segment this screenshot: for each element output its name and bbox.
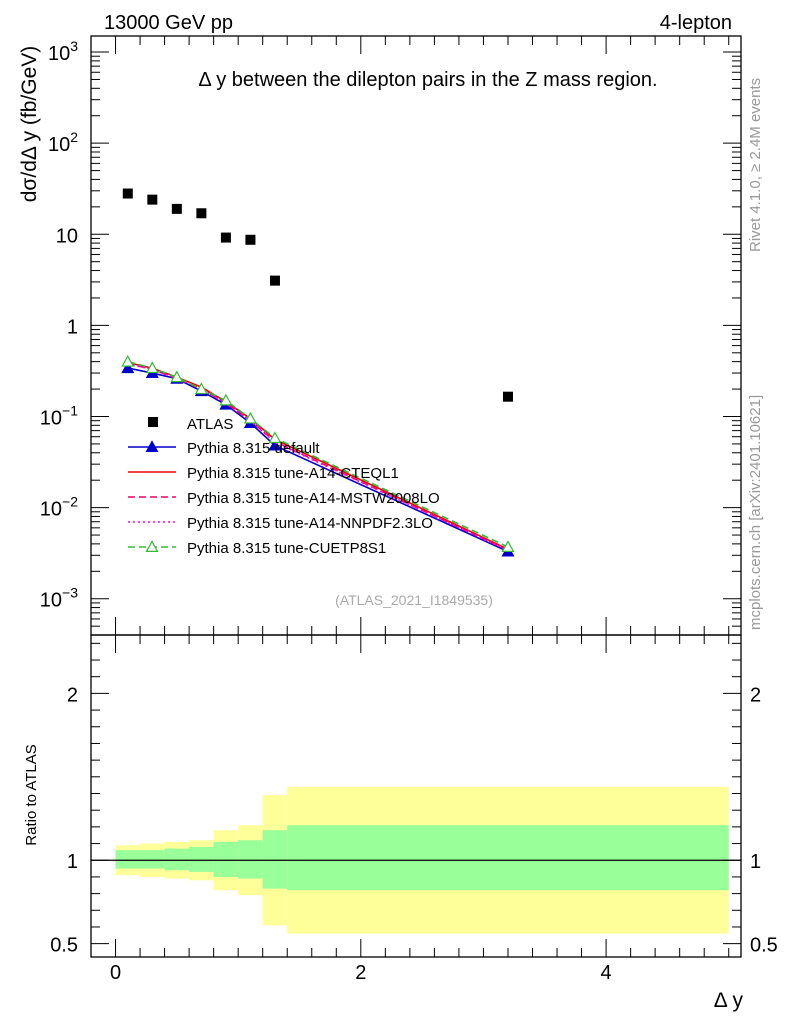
atlas-data-point (245, 234, 256, 245)
main-y-label: dσ/dΔ y (fb/GeV) (18, 46, 41, 203)
series-marker (268, 431, 282, 444)
ratio-y-tick-labels: 0.5 0.5 1 1 2 2 (50, 684, 778, 956)
series-marker (219, 393, 233, 406)
legend-label: Pythia 8.315 tune-A14-NNPDF2.3LO (187, 515, 433, 532)
atlas-data-points (122, 188, 513, 402)
ratio-panel: 0.5 0.5 1 1 2 2 0 2 4 Ratio to ATLAS Δ y (23, 634, 778, 1012)
atlas-data-point (502, 391, 513, 402)
main-y-tick-label: 10 (56, 225, 78, 247)
ratio-y-tick-label-right: 2 (750, 684, 761, 706)
main-y-tick-label: 10−1 (40, 403, 78, 430)
x-tick-label: 0 (110, 962, 121, 984)
series-marker (121, 354, 135, 367)
header-left: 13000 GeV pp (104, 12, 233, 34)
legend-marker (148, 417, 158, 427)
legend-marker (145, 440, 159, 452)
ratio-y-tick-label: 2 (67, 684, 78, 706)
x-tick-label: 4 (601, 962, 612, 984)
legend-label: Pythia 8.315 tune-CUETP8S1 (187, 540, 386, 557)
legend-label: Pythia 8.315 default (187, 440, 320, 457)
series-line (127, 360, 509, 548)
main-series (121, 354, 515, 557)
atlas-data-point (147, 194, 158, 205)
series-marker (243, 411, 257, 424)
mcplots-label: mcplots.cern.ch [arXiv:2401.10621] (747, 395, 764, 630)
series-marker (170, 370, 184, 383)
x-tick-label: 2 (355, 962, 366, 984)
x-axis-label: Δ y (714, 989, 744, 1012)
ratio-y-tick-label: 0.5 (50, 935, 78, 957)
atlas-data-point (196, 208, 207, 219)
series-marker (194, 382, 208, 395)
main-y-tick-label: 10−2 (40, 494, 78, 521)
main-y-tick-label: 103 (48, 38, 78, 65)
rivet-label: Rivet 4.1.0, ≥ 2.4M events (747, 78, 764, 252)
stat-uncertainty-band (213, 841, 239, 877)
atlas-data-point (122, 188, 133, 199)
x-tick-labels: 0 2 4 (110, 962, 612, 984)
series-marker (268, 438, 282, 451)
series-line (127, 362, 509, 552)
plot-title: Δ y between the dilepton pairs in the Z … (198, 69, 657, 91)
analysis-watermark: (ATLAS_2021_I1849535) (335, 592, 493, 608)
legend-label: Pythia 8.315 tune-A14-MSTW2008LO (187, 490, 440, 507)
legend-marker (145, 540, 159, 553)
atlas-data-point (269, 275, 280, 286)
legend-label: Pythia 8.315 tune-A14-CTEQL1 (187, 465, 399, 482)
legend: ATLAS Pythia 8.315 default Pythia 8.315 tu… (128, 416, 440, 557)
ratio-ticks (90, 635, 741, 957)
atlas-data-point (220, 232, 231, 243)
stat-uncertainty-band (164, 848, 190, 871)
main-panel: Δ y between the dilepton pairs in the Z … (18, 35, 742, 636)
ratio-y-tick-label: 1 (67, 851, 78, 873)
ratio-frame (90, 634, 742, 958)
main-y-tick-label: 10−3 (40, 585, 78, 612)
series-marker (501, 540, 515, 552)
main-y-tick-label: 1 (67, 316, 78, 338)
series-marker (145, 361, 159, 374)
legend-label: ATLAS (187, 416, 233, 433)
header-right: 4-lepton (660, 12, 732, 34)
ratio-y-label: Ratio to ATLAS (23, 744, 40, 845)
stat-uncertainty-band (262, 830, 288, 889)
ratio-y-tick-label-right: 0.5 (750, 935, 778, 957)
stat-uncertainty-band (287, 825, 729, 891)
stat-uncertainty-band (189, 846, 214, 872)
main-y-tick-label: 102 (48, 129, 78, 156)
ratio-y-tick-label-right: 1 (750, 851, 761, 873)
stat-uncertainty-band (238, 840, 263, 879)
atlas-data-point (171, 203, 182, 214)
stat-uncertainty-band (115, 850, 141, 869)
series-marker (121, 361, 135, 374)
stat-uncertainty-band (140, 850, 165, 869)
